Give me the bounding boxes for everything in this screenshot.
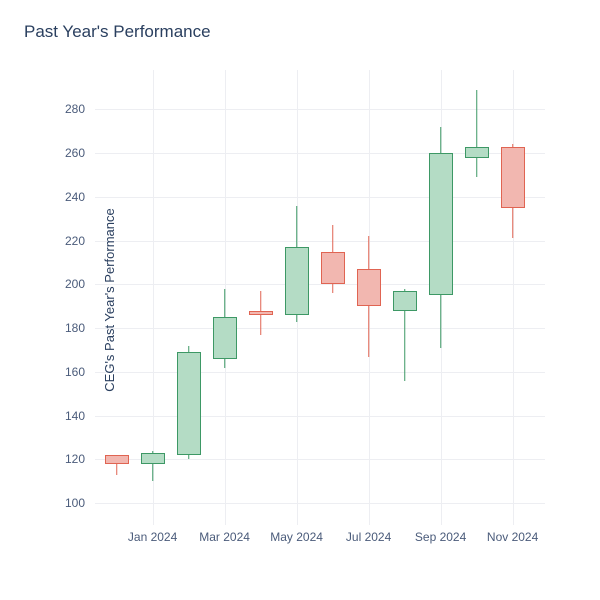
xtick-label: Jul 2024 [346, 530, 391, 544]
candle-body [357, 269, 381, 306]
xtick-label: May 2024 [270, 530, 323, 544]
xtick-label: Sep 2024 [415, 530, 466, 544]
ytick-label: 260 [45, 146, 85, 160]
candle-body [285, 247, 309, 315]
candle-body [429, 153, 453, 295]
xtick-label: Nov 2024 [487, 530, 538, 544]
gridline-v [513, 70, 514, 525]
ytick-label: 180 [45, 321, 85, 335]
chart-title: Past Year's Performance [24, 22, 211, 42]
candle-body [105, 455, 129, 464]
gridline-h [95, 109, 545, 110]
yaxis-label: CEG's Past Year's Performance [102, 208, 117, 391]
gridline-h [95, 416, 545, 417]
candle-body [321, 252, 345, 285]
gridline-h [95, 503, 545, 504]
ytick-label: 140 [45, 409, 85, 423]
candle-body [393, 291, 417, 311]
gridline-h [95, 241, 545, 242]
ytick-label: 200 [45, 277, 85, 291]
ytick-label: 120 [45, 452, 85, 466]
candle-body [249, 311, 273, 315]
ytick-label: 280 [45, 102, 85, 116]
plot-area: 100120140160180200220240260280Jan 2024Ma… [95, 70, 545, 525]
candle-wick [476, 90, 478, 178]
candle-body [177, 352, 201, 455]
candle-body [141, 453, 165, 464]
candle-body [465, 147, 489, 158]
xtick-label: Mar 2024 [199, 530, 250, 544]
ytick-label: 220 [45, 234, 85, 248]
candle-body [213, 317, 237, 359]
gridline-h [95, 328, 545, 329]
gridline-h [95, 372, 545, 373]
gridline-h [95, 284, 545, 285]
ytick-label: 160 [45, 365, 85, 379]
candle-body [501, 147, 525, 208]
ytick-label: 100 [45, 496, 85, 510]
gridline-h [95, 197, 545, 198]
xtick-label: Jan 2024 [128, 530, 177, 544]
ytick-label: 240 [45, 190, 85, 204]
